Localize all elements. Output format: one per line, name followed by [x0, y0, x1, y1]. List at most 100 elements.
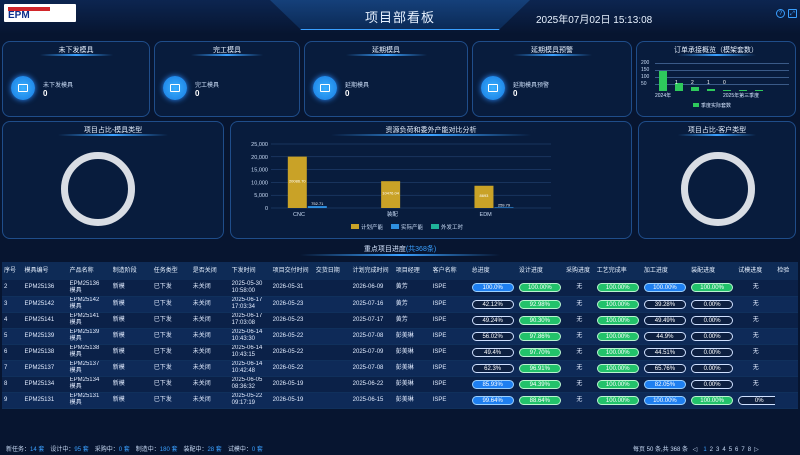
- cell-plan: 2025-07-17: [350, 312, 394, 329]
- order-bar: [691, 87, 699, 91]
- cell-no: 9: [2, 392, 23, 409]
- table-row[interactable]: 7 EPM25137 EPM25137 模具 新模 已下发 未关闭 2025-06…: [2, 360, 798, 377]
- cell-code: EPM25134: [22, 376, 68, 393]
- table-row[interactable]: 8 EPM25134 EPM25134 模具 新模 已下发 未关闭 2025-06…: [2, 376, 798, 393]
- order-overview-panel: 订单承接概览（模架套数） 200 150 100 50 1 2 1 0 2024年 2025年第三…: [636, 41, 796, 117]
- machining-progress-pill: 100.00%: [643, 395, 686, 405]
- cell-deliver-date: [313, 392, 351, 409]
- column-header[interactable]: 项目经理: [393, 262, 431, 280]
- cell-delivery: 2026-05-22: [270, 344, 314, 361]
- legend-label: 实际产能: [401, 223, 424, 231]
- cell-delivery: 2026-05-31: [270, 280, 314, 297]
- table-row[interactable]: 6 EPM25138 EPM25138 模具 新模 已下发 未关闭 2025-06…: [2, 344, 798, 361]
- column-header[interactable]: 工艺完成率: [594, 262, 642, 280]
- cell-trial: 无: [752, 332, 759, 339]
- table-row[interactable]: 3 EPM25142 EPM25142 模具 新模 已下发 未关闭 2025-06…: [2, 296, 798, 313]
- question-icon[interactable]: ?: [776, 9, 785, 18]
- page-number[interactable]: 7: [741, 447, 745, 453]
- column-header[interactable]: 设计进度: [516, 262, 564, 280]
- cell-purchase: 无: [563, 360, 595, 377]
- cell-pm: 彭美琳: [393, 360, 431, 377]
- cell-trial: 无: [752, 380, 759, 387]
- cell-delivery: 2026-05-23: [270, 312, 314, 329]
- footer-stat: 制造中：180 套: [135, 447, 178, 453]
- machining-progress-pill: 44.9%: [643, 331, 686, 341]
- cell-code: EPM25142: [22, 296, 68, 313]
- cell-closed: 未关闭: [190, 376, 230, 393]
- fullscreen-icon[interactable]: ⤢: [788, 9, 797, 18]
- page-number[interactable]: 3: [716, 447, 720, 453]
- footer-stat: 采购中：0 套: [94, 447, 130, 453]
- y-tick-label: 10,000: [251, 180, 268, 186]
- cell-inspect: [775, 328, 798, 345]
- prev-page-icon[interactable]: ◁: [692, 447, 698, 453]
- column-header[interactable]: 试模进度: [736, 262, 776, 280]
- cell-code: EPM25136: [22, 280, 68, 297]
- customer-type-pie-panel: 项目占比-客户类型: [638, 121, 796, 239]
- page-number[interactable]: 5: [728, 447, 733, 453]
- cell-no: 2: [2, 280, 23, 297]
- kpi-label: 延期模具预警: [513, 83, 550, 89]
- cell-trial: 无: [752, 316, 759, 323]
- cell-deliver-date: [313, 376, 351, 393]
- order-x-label: 2024年: [655, 93, 672, 99]
- table-row[interactable]: 9 EPM25131 EPM25131 模具 新模 已下发 未关闭 2025-05…: [2, 392, 798, 409]
- kpi-panel: 延期模具预警 延期模具预警 0: [472, 41, 632, 117]
- column-header[interactable]: 模具编号: [22, 262, 68, 280]
- kpi-title: 延期模具: [372, 47, 400, 54]
- order-legend: 季度实际套数: [693, 102, 731, 109]
- resource-bar-chart: 25,000 20,000 15,000 10,000 5,000 0 20086.70 75…: [251, 142, 551, 231]
- column-header[interactable]: 任务类型: [151, 262, 191, 280]
- cell-task: 已下发: [151, 360, 191, 377]
- cell-delivery: 2026-05-22: [270, 360, 314, 377]
- cell-pm: 黄芳: [393, 280, 431, 297]
- column-header[interactable]: 序号: [2, 262, 23, 280]
- column-header[interactable]: 检验: [775, 262, 798, 280]
- cell-closed: 未关闭: [190, 280, 230, 297]
- order-bar-label: 1: [707, 80, 710, 86]
- table-title: 重点项目进度(共368条): [363, 246, 437, 253]
- footer-stat: 装配中：28 套: [183, 447, 222, 453]
- column-header[interactable]: 加工进度: [641, 262, 690, 280]
- order-bar: [675, 83, 683, 91]
- page-number[interactable]: 2: [709, 447, 714, 453]
- assembly-progress-pill: 0.00%: [691, 299, 734, 309]
- page-number[interactable]: 4: [722, 447, 726, 453]
- column-header[interactable]: 采购进度: [563, 262, 595, 280]
- column-header[interactable]: 制造阶段: [110, 262, 152, 280]
- cell-delivery: 2026-05-19: [270, 392, 314, 409]
- bar: [494, 207, 514, 208]
- craft-progress-pill: 100.00%: [596, 299, 639, 309]
- column-header[interactable]: 项目交付时间: [270, 262, 314, 280]
- column-header[interactable]: 计划完成时间: [350, 262, 394, 280]
- cell-plan: 2026-06-09: [350, 280, 394, 297]
- cell-purchase: 无: [563, 376, 595, 393]
- column-header[interactable]: 总进度: [469, 262, 517, 280]
- column-header[interactable]: 产品名称: [67, 262, 111, 280]
- column-header[interactable]: 装配进度: [689, 262, 737, 280]
- column-header[interactable]: 客户名称: [430, 262, 470, 280]
- table-row[interactable]: 4 EPM25141 EPM25141 模具 新模 已下发 未关闭 2025-06…: [2, 312, 798, 329]
- cell-product: EPM25134 模具: [67, 376, 111, 393]
- table-row[interactable]: 5 EPM25139 EPM25139 模具 新模 已下发 未关闭 2025-06…: [2, 328, 798, 345]
- column-header[interactable]: 交货日期: [313, 262, 351, 280]
- data-label: 752.71: [311, 201, 324, 206]
- data-label: 10476.04: [382, 191, 399, 196]
- table-row[interactable]: 2 EPM25136 EPM25136 模具 新模 已下发 未关闭 2025-05…: [2, 280, 798, 297]
- page-number[interactable]: 6: [735, 447, 739, 453]
- cell-code: EPM25138: [22, 344, 68, 361]
- cell-closed: 未关闭: [190, 296, 230, 313]
- cell-product: EPM25138 模具: [67, 344, 111, 361]
- column-header[interactable]: 是否关闭: [190, 262, 230, 280]
- page-number[interactable]: 8: [747, 447, 752, 453]
- page-number[interactable]: 1: [703, 447, 707, 453]
- bar: [474, 185, 494, 208]
- cell-task: 已下发: [151, 312, 191, 329]
- cell-purchase: 无: [563, 312, 595, 329]
- kpi-panel: 延期模具 延期模具 0: [304, 41, 468, 117]
- column-header[interactable]: 下发时间: [229, 262, 271, 280]
- cell-no: 6: [2, 344, 23, 361]
- next-page-icon[interactable]: ▷: [754, 447, 759, 453]
- kpi-panel: 未下发模具 未下发模具 0: [2, 41, 150, 117]
- cell-product: EPM25142 模具: [67, 296, 111, 313]
